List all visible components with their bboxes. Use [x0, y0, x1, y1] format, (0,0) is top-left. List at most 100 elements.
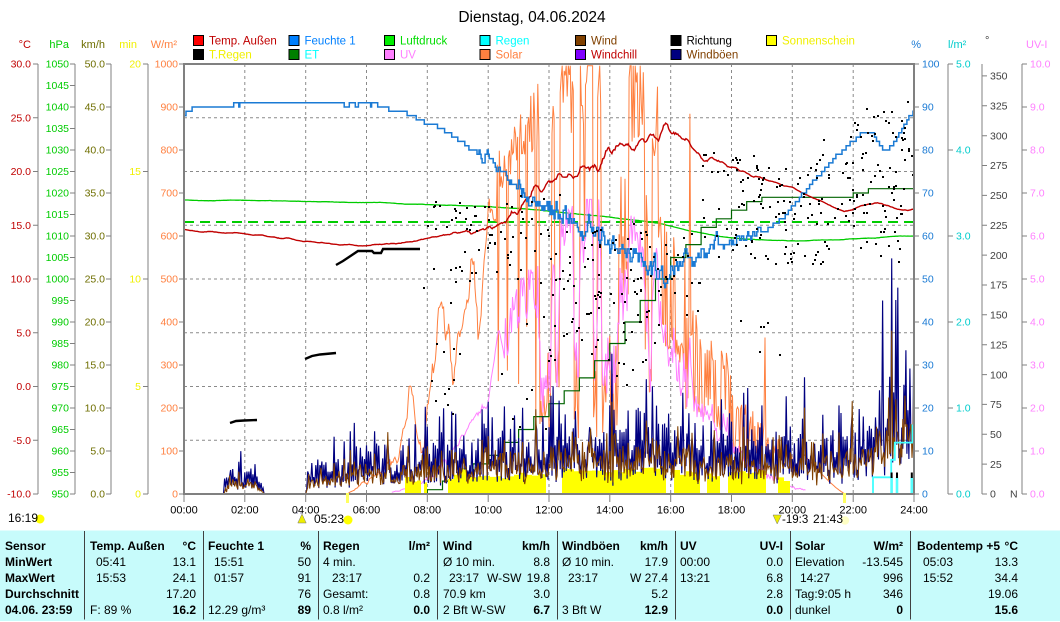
svg-text:0: 0 — [135, 489, 141, 501]
svg-text:76: 76 — [298, 587, 312, 601]
svg-text:990: 990 — [51, 317, 69, 329]
svg-text:10.0: 10.0 — [85, 403, 106, 415]
svg-text:°C: °C — [1005, 539, 1019, 553]
svg-text:Temp. Außen: Temp. Außen — [209, 36, 277, 48]
svg-text:70: 70 — [922, 188, 934, 200]
svg-text:km/h: km/h — [522, 539, 550, 553]
svg-text:1015: 1015 — [46, 209, 70, 221]
svg-text:1.0: 1.0 — [956, 403, 971, 415]
svg-text:996: 996 — [883, 571, 903, 585]
svg-text:15: 15 — [129, 166, 141, 178]
svg-text:1020: 1020 — [46, 188, 70, 200]
svg-text:F: 89 %: F: 89 % — [90, 603, 132, 617]
svg-text:250: 250 — [990, 190, 1008, 202]
svg-text:6.8: 6.8 — [766, 571, 783, 585]
svg-text:Wind: Wind — [591, 36, 617, 48]
svg-text:995: 995 — [51, 295, 69, 307]
svg-text:Regen: Regen — [496, 36, 530, 48]
svg-text:08:00: 08:00 — [414, 505, 442, 517]
svg-text:6.7: 6.7 — [533, 603, 550, 617]
svg-text:0: 0 — [922, 489, 928, 501]
svg-text:Windchill: Windchill — [591, 50, 637, 62]
svg-text:1025: 1025 — [46, 166, 70, 178]
svg-text:950: 950 — [51, 489, 69, 501]
svg-text:ET: ET — [305, 50, 320, 62]
svg-text:30.0: 30.0 — [85, 231, 106, 243]
svg-text:Solar: Solar — [496, 50, 523, 62]
svg-text:20.0: 20.0 — [85, 317, 106, 329]
svg-text:0: 0 — [896, 603, 903, 617]
svg-text:1010: 1010 — [46, 231, 70, 243]
svg-text:Windböen: Windböen — [687, 50, 739, 62]
svg-text:23:17: 23:17 — [449, 571, 479, 585]
svg-text:1050: 1050 — [46, 59, 70, 71]
svg-text:980: 980 — [51, 360, 69, 372]
svg-text:16:00: 16:00 — [657, 505, 685, 517]
svg-text:40.0: 40.0 — [85, 145, 106, 157]
svg-text:125: 125 — [990, 339, 1008, 351]
svg-text:Ø 10 min.: Ø 10 min. — [562, 555, 614, 569]
svg-text:Ø 10 min.: Ø 10 min. — [443, 555, 495, 569]
svg-text:dunkel: dunkel — [795, 603, 830, 617]
svg-text:955: 955 — [51, 467, 69, 479]
svg-text:04.06. 23:59: 04.06. 23:59 — [5, 603, 73, 617]
svg-text:1045: 1045 — [46, 80, 70, 92]
svg-text:Gesamt:: Gesamt: — [323, 587, 368, 601]
svg-text:Temp. Außen: Temp. Außen — [90, 539, 165, 553]
svg-text:350: 350 — [990, 71, 1008, 83]
svg-text:10.0: 10.0 — [1030, 59, 1051, 71]
svg-text:40: 40 — [922, 317, 934, 329]
svg-text:20.0: 20.0 — [11, 166, 32, 178]
svg-text:25: 25 — [990, 459, 1002, 471]
svg-text:20:00: 20:00 — [779, 505, 807, 517]
svg-text:5.0: 5.0 — [16, 327, 31, 339]
svg-text:45.0: 45.0 — [85, 102, 106, 114]
svg-text:5.0: 5.0 — [956, 59, 971, 71]
svg-text:20: 20 — [129, 59, 141, 71]
svg-text:N: N — [1010, 489, 1018, 501]
svg-text:50.0: 50.0 — [85, 59, 106, 71]
svg-text:70.9 km: 70.9 km — [443, 587, 486, 601]
svg-text:30.0: 30.0 — [11, 59, 32, 71]
svg-text:04:00: 04:00 — [292, 505, 320, 517]
svg-text:10.0: 10.0 — [11, 274, 32, 286]
svg-text:22:00: 22:00 — [839, 505, 867, 517]
svg-text:km/h: km/h — [640, 539, 668, 553]
svg-text:Feuchte 1: Feuchte 1 — [208, 539, 264, 553]
svg-text:15.6: 15.6 — [995, 603, 1019, 617]
svg-text:1030: 1030 — [46, 145, 70, 157]
svg-text:W/m²: W/m² — [151, 39, 178, 51]
svg-text:34.4: 34.4 — [995, 571, 1019, 585]
svg-text:1000: 1000 — [46, 274, 70, 286]
svg-text:4.0: 4.0 — [1030, 317, 1045, 329]
svg-text:23:17: 23:17 — [568, 571, 598, 585]
svg-text:80: 80 — [922, 145, 934, 157]
svg-text:900: 900 — [160, 102, 178, 114]
svg-text:14:27: 14:27 — [800, 571, 830, 585]
svg-text:21:43: 21:43 — [813, 512, 843, 526]
svg-text:3 Bft W: 3 Bft W — [562, 603, 602, 617]
svg-text:12.29 g/m³: 12.29 g/m³ — [208, 603, 265, 617]
svg-text:0: 0 — [990, 489, 996, 501]
svg-text:0.0: 0.0 — [413, 603, 430, 617]
svg-text:800: 800 — [160, 145, 178, 157]
svg-text:15.0: 15.0 — [85, 360, 106, 372]
svg-text:W-SW: W-SW — [487, 571, 522, 585]
svg-text:0.8 l/m²: 0.8 l/m² — [323, 603, 363, 617]
svg-text:500: 500 — [160, 274, 178, 286]
svg-text:19.8: 19.8 — [527, 571, 551, 585]
svg-text:UV-I: UV-I — [760, 539, 783, 553]
svg-text:Richtung: Richtung — [687, 36, 732, 48]
svg-text:MinWert: MinWert — [5, 555, 52, 569]
svg-text:3.0: 3.0 — [956, 231, 971, 243]
svg-text:Feuchte 1: Feuchte 1 — [305, 36, 356, 48]
svg-text:25.0: 25.0 — [11, 113, 32, 125]
svg-text:1040: 1040 — [46, 102, 70, 114]
svg-text:10: 10 — [129, 274, 141, 286]
svg-text:00:00: 00:00 — [680, 555, 710, 569]
svg-text:16.2: 16.2 — [173, 603, 197, 617]
svg-text:17.9: 17.9 — [645, 555, 669, 569]
svg-text:3.0: 3.0 — [533, 587, 550, 601]
svg-text:UV: UV — [400, 50, 416, 62]
svg-text:0.8: 0.8 — [413, 587, 430, 601]
